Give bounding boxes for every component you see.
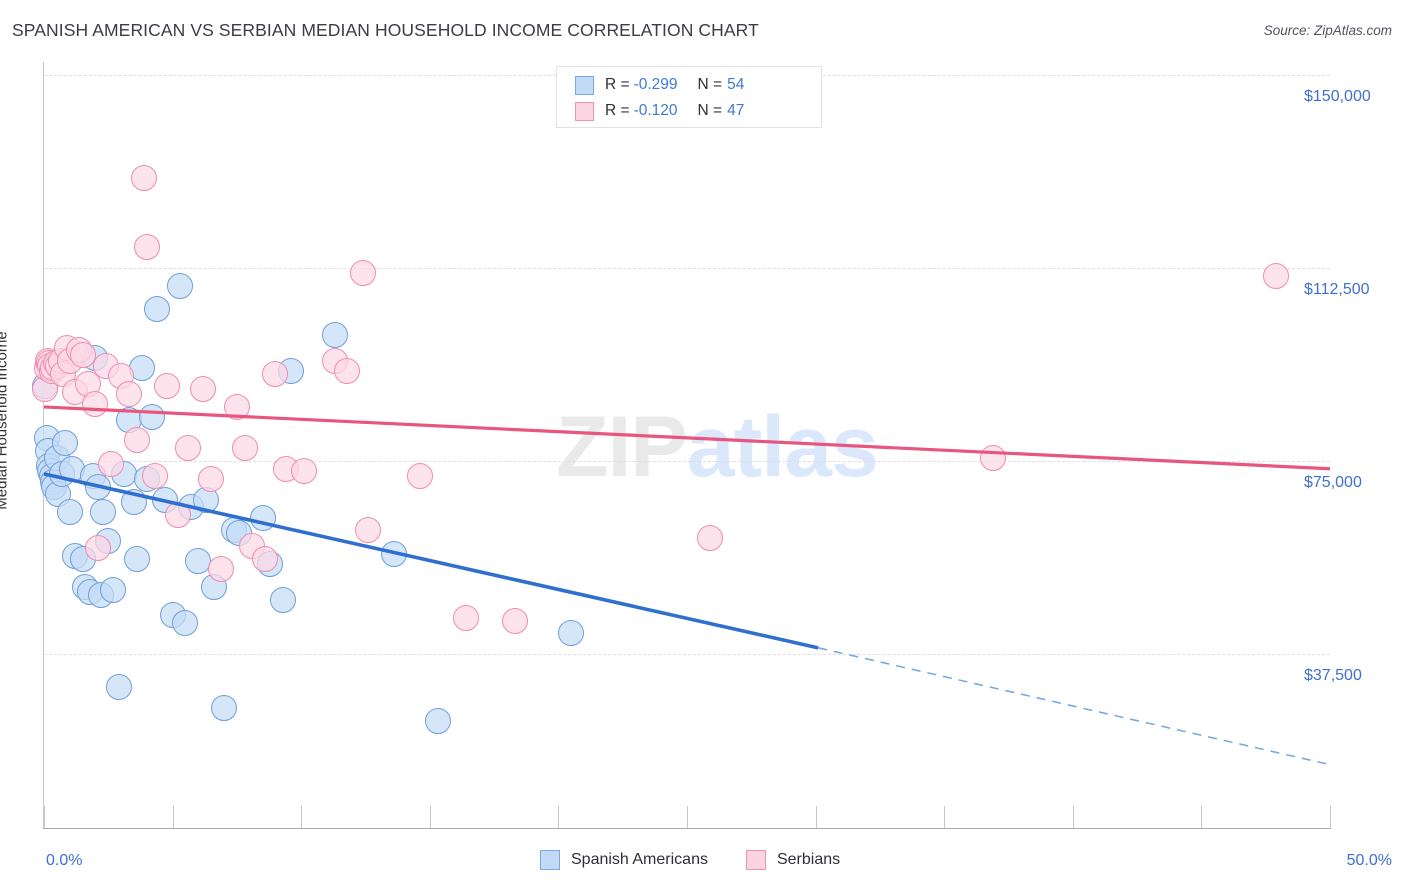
- y-tick-label-1: $112,500: [1304, 281, 1370, 298]
- x-axis-line: [43, 828, 1331, 829]
- x-axis-tick-8: [1072, 806, 1074, 828]
- stats-r-value-1: -0.299: [633, 76, 678, 93]
- scatter-point-blue-12[interactable]: [56, 499, 83, 526]
- scatter-point-pink-36[interactable]: [252, 545, 279, 572]
- scatter-point-pink-25[interactable]: [133, 234, 160, 261]
- scatter-point-pink-23[interactable]: [123, 427, 150, 454]
- source-attribution: Source: ZipAtlas.com: [1263, 23, 1392, 38]
- x-tick-label-0: 0.0%: [46, 852, 83, 869]
- scatter-point-blue-20[interactable]: [85, 473, 111, 500]
- scatter-point-blue-29[interactable]: [123, 545, 150, 572]
- scatter-point-pink-43[interactable]: [355, 517, 382, 544]
- scatter-point-pink-29[interactable]: [175, 435, 202, 462]
- scatter-point-pink-32[interactable]: [208, 556, 235, 583]
- scatter-point-pink-22[interactable]: [115, 381, 142, 408]
- legend-swatch-serbians: [745, 850, 766, 870]
- x-tick-label-1: 50.0%: [1346, 852, 1392, 869]
- scatter-point-pink-20[interactable]: [97, 450, 124, 477]
- scatter-point-pink-26[interactable]: [141, 463, 168, 490]
- scatter-point-blue-52[interactable]: [558, 620, 585, 647]
- stats-n-label-1: N =: [697, 76, 723, 93]
- x-axis-tick-7: [944, 806, 946, 828]
- scatter-point-blue-24[interactable]: [100, 576, 127, 603]
- gridline-y-1: [44, 268, 1330, 269]
- scatter-point-pink-30[interactable]: [190, 375, 217, 402]
- scatter-point-blue-33[interactable]: [144, 296, 171, 323]
- y-tick-label-2: $75,000: [1304, 474, 1362, 491]
- x-axis-tick-5: [687, 806, 688, 828]
- legend-label-spanish-americans: Spanish Americans: [571, 851, 708, 868]
- scatter-point-pink-47[interactable]: [697, 525, 724, 552]
- stats-r-label-2: R =: [605, 102, 630, 119]
- legend-item-spanish-americans[interactable]: Spanish Americans: [540, 850, 708, 870]
- scatter-point-blue-51[interactable]: [380, 540, 407, 567]
- scatter-point-blue-45[interactable]: [249, 504, 276, 531]
- stats-swatch-pink: [575, 101, 594, 121]
- scatter-point-pink-24[interactable]: [131, 164, 158, 191]
- stats-n-value-1: 54: [727, 76, 745, 93]
- stats-row-spanish-americans: R = -0.299 N = 54: [557, 72, 821, 98]
- scatter-point-blue-25[interactable]: [105, 674, 132, 701]
- scatter-point-blue-11[interactable]: [51, 429, 78, 456]
- stats-legend: R = -0.299 N = 54 R = -0.120 N = 47: [556, 66, 822, 128]
- stats-swatch-blue: [575, 75, 594, 95]
- plot-area: [32, 62, 1330, 828]
- gridline-y-2: [44, 461, 1330, 462]
- scatter-point-pink-31[interactable]: [198, 466, 225, 492]
- y-tick-label-0: $150,000: [1304, 88, 1371, 105]
- stats-r-value-2: -0.120: [633, 102, 678, 119]
- scatter-point-blue-36[interactable]: [167, 273, 194, 299]
- scatter-point-blue-22[interactable]: [90, 499, 117, 526]
- legend-label-serbians: Serbians: [776, 851, 841, 868]
- scatter-point-blue-37[interactable]: [172, 610, 199, 637]
- scatter-point-pink-44[interactable]: [406, 463, 433, 490]
- page-title: SPANISH AMERICAN VS SERBIAN MEDIAN HOUSE…: [12, 20, 759, 40]
- scatter-point-blue-39[interactable]: [185, 548, 212, 575]
- scatter-point-pink-49[interactable]: [1262, 262, 1289, 289]
- y-tick-label-3: $37,500: [1304, 667, 1362, 684]
- scatter-point-pink-41[interactable]: [334, 357, 361, 384]
- scatter-point-pink-39[interactable]: [290, 458, 317, 485]
- stats-r-label-1: R =: [605, 76, 630, 93]
- scatter-point-pink-27[interactable]: [154, 373, 181, 400]
- scatter-point-pink-15[interactable]: [69, 342, 96, 369]
- stats-n-value-2: 47: [727, 102, 745, 119]
- scatter-point-pink-48[interactable]: [980, 445, 1007, 472]
- legend-item-serbians[interactable]: Serbians: [745, 850, 841, 870]
- x-axis-tick-0: [44, 806, 45, 828]
- scatter-point-blue-32[interactable]: [139, 404, 166, 431]
- scatter-point-blue-42[interactable]: [211, 695, 238, 722]
- x-axis-tick-9: [1201, 806, 1203, 828]
- x-axis-tick-3: [429, 806, 431, 828]
- x-axis-tick-4: [558, 806, 560, 828]
- scatter-point-pink-18[interactable]: [85, 535, 111, 562]
- x-axis-tick-1: [172, 806, 174, 828]
- x-axis-tick-2: [301, 806, 303, 828]
- scatter-point-blue-28[interactable]: [121, 489, 148, 516]
- scatter-point-pink-42[interactable]: [349, 260, 376, 287]
- y-axis-title: Median Household Income: [0, 331, 11, 510]
- gridline-y-3: [44, 654, 1330, 655]
- scatter-point-pink-28[interactable]: [164, 502, 191, 529]
- scatter-point-pink-34[interactable]: [231, 435, 258, 462]
- series-legend: Spanish Americans Serbians: [540, 850, 878, 870]
- stats-row-serbians: R = -0.120 N = 47: [557, 98, 821, 124]
- scatter-point-blue-47[interactable]: [270, 586, 297, 613]
- scatter-point-blue-50[interactable]: [424, 707, 451, 734]
- legend-swatch-spanish-americans: [540, 850, 560, 870]
- scatter-point-blue-49[interactable]: [321, 321, 348, 348]
- scatter-point-pink-46[interactable]: [501, 607, 528, 634]
- scatter-point-pink-45[interactable]: [452, 604, 479, 631]
- scatter-point-pink-37[interactable]: [262, 360, 289, 387]
- scatter-point-pink-33[interactable]: [223, 393, 250, 420]
- x-axis-tick-6: [815, 806, 817, 828]
- x-axis-tick-10: [1330, 806, 1331, 828]
- scatter-point-pink-17[interactable]: [82, 391, 109, 418]
- stats-n-label-2: N =: [697, 102, 723, 119]
